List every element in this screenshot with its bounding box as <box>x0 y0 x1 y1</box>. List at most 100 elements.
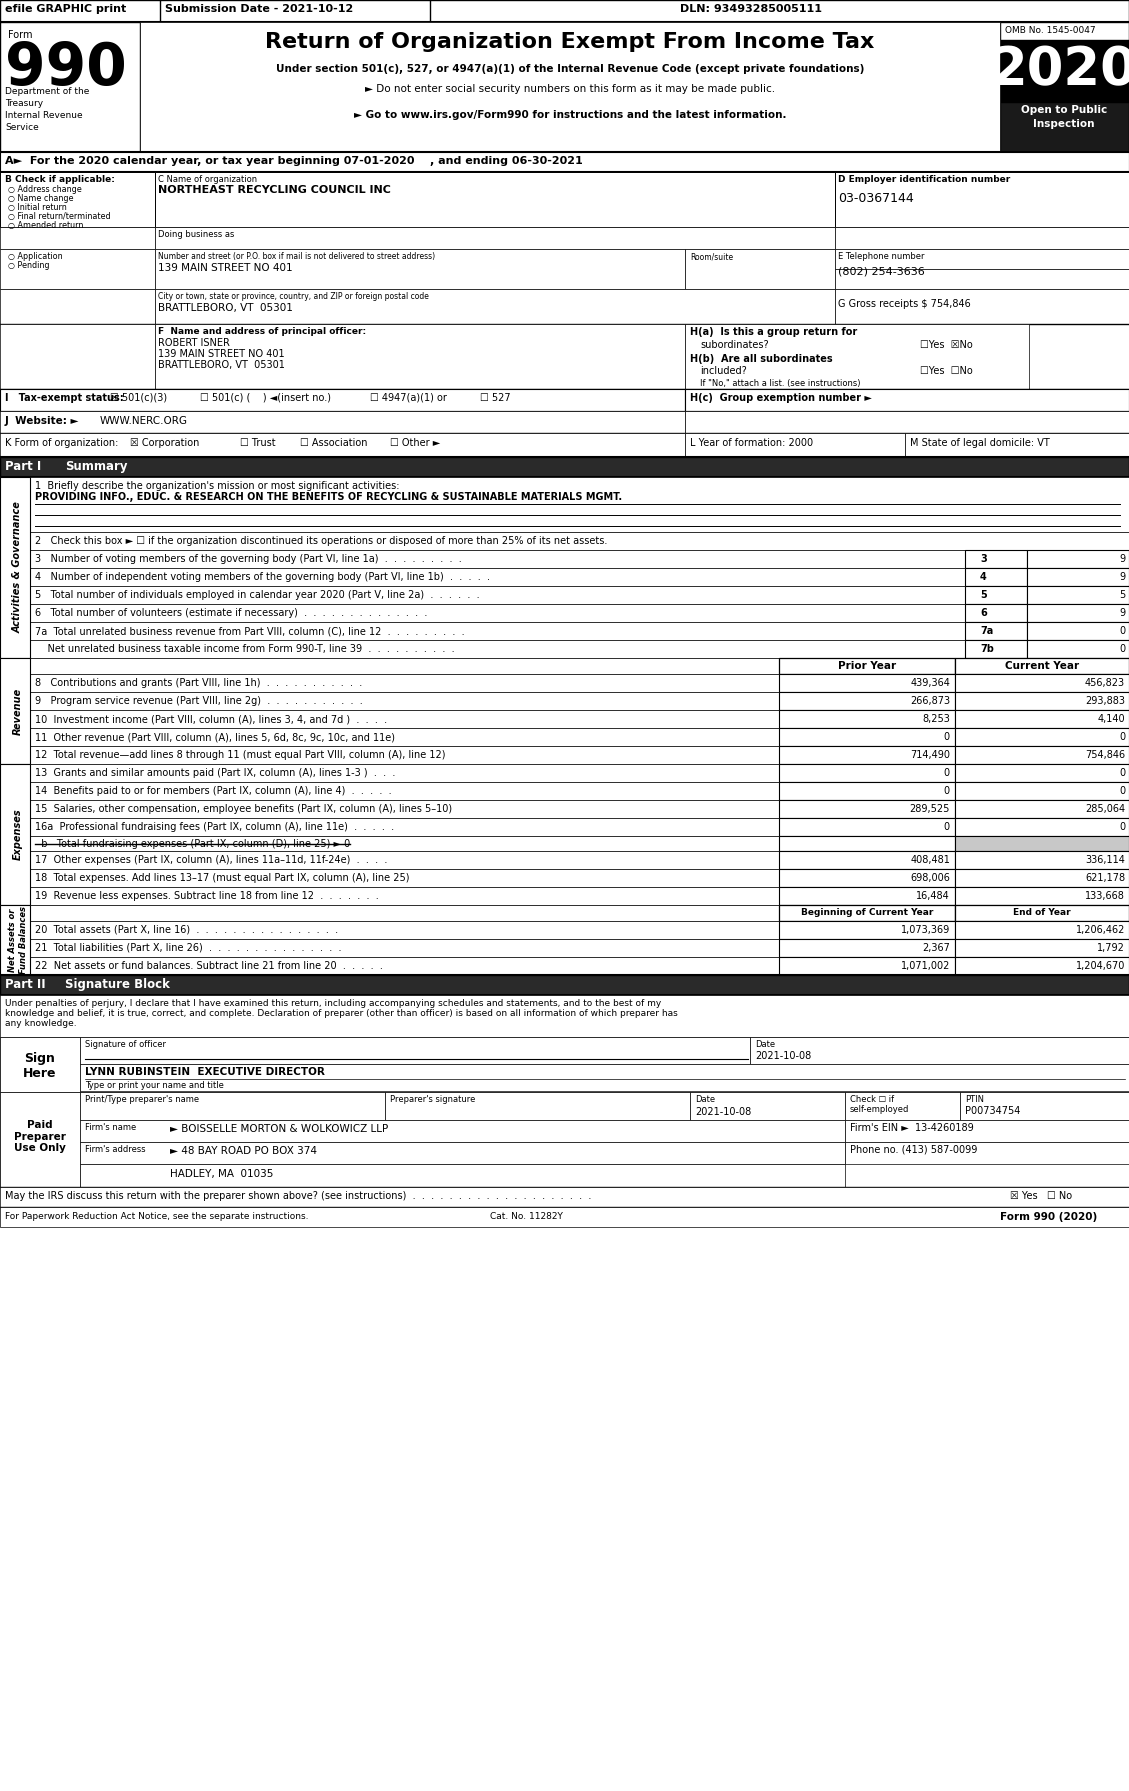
Text: Date: Date <box>695 1094 715 1103</box>
Text: Preparer's signature: Preparer's signature <box>390 1094 475 1103</box>
Text: 9: 9 <box>1119 553 1124 564</box>
Text: 5: 5 <box>980 589 987 600</box>
Text: 4   Number of independent voting members of the governing body (Part VI, line 1b: 4 Number of independent voting members o… <box>35 571 490 582</box>
Bar <box>965 550 1027 568</box>
Bar <box>155 227 835 249</box>
Text: 10  Investment income (Part VIII, column (A), lines 3, 4, and 7d )  .  .  .  .: 10 Investment income (Part VIII, column … <box>35 715 387 724</box>
Text: K Form of organization:: K Form of organization: <box>5 439 119 448</box>
Text: F  Name and address of principal officer:: F Name and address of principal officer: <box>158 328 366 337</box>
Bar <box>779 921 955 938</box>
Text: 21  Total liabilities (Part X, line 26)  .  .  .  .  .  .  .  .  .  .  .  .  .  : 21 Total liabilities (Part X, line 26) .… <box>35 944 341 953</box>
Text: Room/suite: Room/suite <box>690 253 733 261</box>
Text: 0: 0 <box>944 733 949 741</box>
Bar <box>779 801 955 818</box>
Bar <box>685 324 1029 389</box>
Bar <box>955 869 1129 887</box>
Bar <box>1000 102 1129 152</box>
Text: Department of the: Department of the <box>5 88 89 97</box>
Bar <box>835 269 1129 288</box>
Text: ☐ 4947(a)(1) or: ☐ 4947(a)(1) or <box>370 392 447 403</box>
Bar <box>779 818 955 836</box>
Text: Treasury: Treasury <box>5 99 43 107</box>
Text: ☒ Corporation: ☒ Corporation <box>130 439 200 448</box>
Text: 9   Program service revenue (Part VIII, line 2g)  .  .  .  .  .  .  .  .  .  .  : 9 Program service revenue (Part VIII, li… <box>35 697 362 706</box>
Text: E Telephone number: E Telephone number <box>838 253 925 261</box>
Text: ○ Amended return: ○ Amended return <box>8 220 84 229</box>
Bar <box>0 938 1129 956</box>
Text: 0: 0 <box>1119 645 1124 654</box>
Text: Print/Type preparer's name: Print/Type preparer's name <box>85 1094 199 1103</box>
Bar <box>0 836 1129 851</box>
Bar <box>690 1093 844 1119</box>
Bar <box>955 851 1129 869</box>
Text: subordinates?: subordinates? <box>700 340 769 349</box>
Bar <box>0 996 1129 1037</box>
Text: ○ Name change: ○ Name change <box>8 193 73 202</box>
Bar <box>779 673 955 691</box>
Text: 9: 9 <box>1119 571 1124 582</box>
Text: any knowledge.: any knowledge. <box>5 1019 77 1028</box>
Text: ☐ 501(c) (    ) ◄(insert no.): ☐ 501(c) ( ) ◄(insert no.) <box>200 392 331 403</box>
Text: C Name of organization: C Name of organization <box>158 176 257 184</box>
Text: Revenue: Revenue <box>14 688 23 734</box>
Bar <box>0 532 1129 550</box>
Text: 20  Total assets (Part X, line 16)  .  .  .  .  .  .  .  .  .  .  .  .  .  .  . : 20 Total assets (Part X, line 16) . . . … <box>35 924 338 935</box>
Bar <box>0 550 1129 568</box>
Bar <box>0 227 155 249</box>
Text: 7a: 7a <box>980 627 994 636</box>
Text: Phone no. (413) 587-0099: Phone no. (413) 587-0099 <box>850 1144 978 1155</box>
Text: 3: 3 <box>980 553 987 564</box>
Bar <box>0 586 1129 604</box>
Bar <box>0 887 1129 904</box>
Bar <box>779 836 955 851</box>
Text: Open to Public: Open to Public <box>1021 106 1108 115</box>
Bar <box>0 956 1129 974</box>
Text: Under penalties of perjury, I declare that I have examined this return, includin: Under penalties of perjury, I declare th… <box>5 999 662 1008</box>
Text: ► Do not enter social security numbers on this form as it may be made public.: ► Do not enter social security numbers o… <box>365 84 776 93</box>
Text: ► 48 BAY ROAD PO BOX 374: ► 48 BAY ROAD PO BOX 374 <box>170 1146 317 1155</box>
Bar <box>965 621 1027 639</box>
Text: Return of Organization Exempt From Income Tax: Return of Organization Exempt From Incom… <box>265 32 875 52</box>
Bar <box>844 1093 960 1119</box>
Text: Beginning of Current Year: Beginning of Current Year <box>800 908 934 917</box>
Text: 139 MAIN STREET NO 401: 139 MAIN STREET NO 401 <box>158 263 292 272</box>
Text: G Gross receipts $ 754,846: G Gross receipts $ 754,846 <box>838 299 971 310</box>
Text: P00734754: P00734754 <box>965 1107 1021 1116</box>
Bar <box>779 709 955 727</box>
Bar <box>0 765 30 904</box>
Text: 1,073,369: 1,073,369 <box>901 924 949 935</box>
Bar <box>955 938 1129 956</box>
Text: 0: 0 <box>1119 822 1124 833</box>
Bar <box>965 586 1027 604</box>
Text: 16a  Professional fundraising fees (Part IX, column (A), line 11e)  .  .  .  .  : 16a Professional fundraising fees (Part … <box>35 822 394 833</box>
Bar <box>685 410 1129 433</box>
Bar <box>0 172 155 227</box>
Text: 6   Total number of volunteers (estimate if necessary)  .  .  .  .  .  .  .  .  : 6 Total number of volunteers (estimate i… <box>35 607 428 618</box>
Bar <box>1027 550 1129 568</box>
Text: Sign
Here: Sign Here <box>24 1051 56 1080</box>
Bar <box>80 1064 1129 1091</box>
Bar <box>685 389 1129 410</box>
Text: 22  Net assets or fund balances. Subtract line 21 from line 20  .  .  .  .  .: 22 Net assets or fund balances. Subtract… <box>35 962 383 971</box>
Text: 14  Benefits paid to or for members (Part IX, column (A), line 4)  .  .  .  .  .: 14 Benefits paid to or for members (Part… <box>35 786 392 795</box>
Text: efile GRAPHIC print: efile GRAPHIC print <box>5 4 126 14</box>
Text: ROBERT ISNER: ROBERT ISNER <box>158 338 230 347</box>
Text: 3   Number of voting members of the governing body (Part VI, line 1a)  .  .  .  : 3 Number of voting members of the govern… <box>35 553 462 564</box>
Bar <box>0 1187 1129 1207</box>
Text: ○ Final return/terminated: ○ Final return/terminated <box>8 211 111 220</box>
Bar <box>0 747 1129 765</box>
Bar <box>955 709 1129 727</box>
Text: OMB No. 1545-0047: OMB No. 1545-0047 <box>1005 27 1095 36</box>
Bar <box>80 1093 385 1119</box>
Bar <box>835 249 1129 269</box>
Bar <box>80 1037 750 1064</box>
Text: 0: 0 <box>1119 786 1124 795</box>
Text: City or town, state or province, country, and ZIP or foreign postal code: City or town, state or province, country… <box>158 292 429 301</box>
Bar <box>779 657 955 673</box>
Text: 285,064: 285,064 <box>1085 804 1124 813</box>
Bar <box>0 691 1129 709</box>
Bar <box>965 639 1027 657</box>
Bar <box>1027 639 1129 657</box>
Text: 754,846: 754,846 <box>1085 750 1124 759</box>
Text: Prior Year: Prior Year <box>838 661 896 672</box>
